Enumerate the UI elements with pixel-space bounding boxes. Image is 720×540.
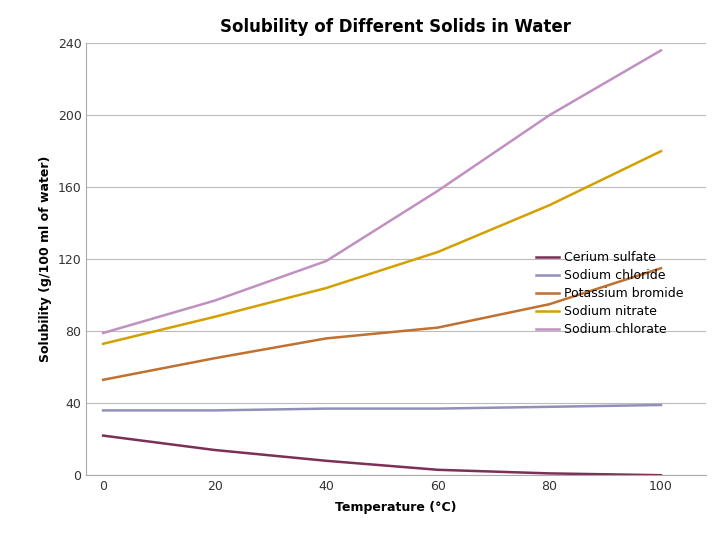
Line: Sodium nitrate: Sodium nitrate [103,151,661,344]
Title: Solubility of Different Solids in Water: Solubility of Different Solids in Water [220,18,572,36]
Potassium bromide [433,325,442,331]
Sodium nitrate [545,202,554,208]
Sodium chloride [322,406,330,412]
Sodium nitrate [210,314,219,320]
Sodium nitrate [99,341,107,347]
Sodium nitrate [433,249,442,255]
Cerium sulfate [657,472,665,478]
Cerium sulfate [433,467,442,473]
Sodium nitrate [657,148,665,154]
Sodium chloride [433,406,442,412]
Potassium bromide [657,265,665,272]
Sodium chloride [545,403,554,410]
Line: Cerium sulfate: Cerium sulfate [103,436,661,475]
Sodium chlorate [545,112,554,118]
Line: Sodium chloride: Sodium chloride [103,405,661,410]
Sodium chlorate [322,258,330,264]
Sodium chloride [657,402,665,408]
Sodium nitrate [322,285,330,291]
Line: Potassium bromide: Potassium bromide [103,268,661,380]
Cerium sulfate [545,470,554,477]
Line: Sodium chlorate: Sodium chlorate [103,50,661,333]
Potassium bromide [322,335,330,342]
Cerium sulfate [322,457,330,464]
Sodium chlorate [433,187,442,194]
Potassium bromide [210,355,219,361]
Sodium chloride [210,407,219,414]
Sodium chlorate [657,47,665,53]
Cerium sulfate [99,433,107,439]
Sodium chloride [99,407,107,414]
Y-axis label: Solubility (g/100 ml of water): Solubility (g/100 ml of water) [39,156,52,362]
Potassium bromide [545,301,554,307]
X-axis label: Temperature (°C): Temperature (°C) [336,502,456,515]
Sodium chlorate [210,298,219,304]
Potassium bromide [99,376,107,383]
Sodium chlorate [99,330,107,336]
Legend: Cerium sulfate, Sodium chloride, Potassium bromide, Sodium nitrate, Sodium chlor: Cerium sulfate, Sodium chloride, Potassi… [533,247,687,340]
Cerium sulfate [210,447,219,453]
